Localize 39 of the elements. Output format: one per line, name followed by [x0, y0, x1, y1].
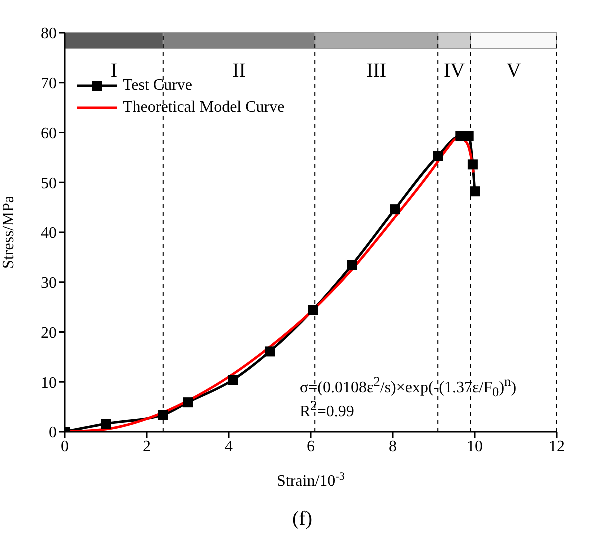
y-tick-label: 40 — [41, 225, 57, 242]
x-tick-label: 0 — [61, 438, 69, 456]
y-axis-title: Stress/MPa — [0, 196, 18, 269]
point — [308, 305, 318, 316]
legend-label: Theoretical Model Curve — [123, 99, 285, 117]
text: (f) — [292, 508, 314, 531]
band-label: III — [366, 60, 387, 82]
point — [433, 151, 444, 162]
point — [468, 160, 478, 170]
x-tick-label: 12 — [549, 438, 565, 456]
y-tick-label: 80 — [41, 26, 57, 43]
x-tick-label: 10 — [467, 438, 483, 456]
annotation: σ=(0.0108ε$^{2}$/s)×exp(-(1.37ε/F$_{0}$)$^{n}$) — [300, 374, 517, 400]
band-label: I — [110, 60, 118, 82]
x-tick-label: 2 — [143, 438, 151, 456]
point — [158, 410, 168, 420]
y-tick-label: 60 — [41, 125, 57, 142]
y-tick-label: 0 — [49, 424, 57, 442]
x-tick-label: 4 — [225, 438, 233, 456]
band-label: IV — [444, 60, 466, 82]
y-tick-label: 30 — [41, 275, 57, 292]
x-tick-label: 6 — [307, 438, 315, 456]
y-tick-label: 10 — [41, 374, 57, 392]
x-axis-title: Strain/10$^{-3}$ — [277, 471, 346, 490]
point — [464, 131, 474, 142]
point — [265, 346, 275, 357]
x-tick-label: 8 — [389, 438, 397, 456]
point — [470, 186, 480, 197]
band-label: II — [232, 60, 246, 82]
point — [347, 260, 357, 270]
y-tick-label: 20 — [41, 324, 57, 342]
band-label: V — [506, 60, 522, 82]
point — [101, 419, 111, 430]
point — [228, 375, 238, 386]
point — [390, 204, 400, 215]
y-tick-label: 70 — [41, 76, 57, 93]
legend-label: Test Curve — [123, 77, 193, 95]
y-tick-label: 50 — [41, 175, 57, 192]
point — [183, 398, 193, 408]
